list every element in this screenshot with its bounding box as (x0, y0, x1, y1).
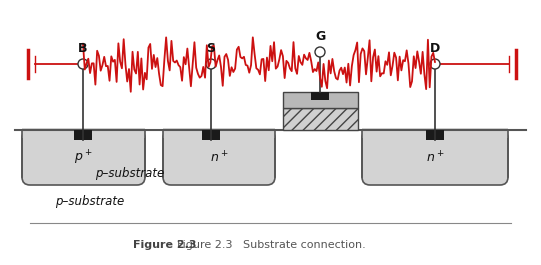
Text: p–substrate: p–substrate (95, 166, 164, 179)
Bar (22, 128, 145, 138)
Text: $n^+$: $n^+$ (210, 150, 228, 165)
Text: S: S (207, 42, 215, 55)
Text: Figure 2.3   Substrate connection.: Figure 2.3 Substrate connection. (176, 240, 365, 250)
FancyBboxPatch shape (362, 130, 508, 185)
Text: G: G (315, 30, 325, 43)
Circle shape (315, 47, 325, 57)
Text: D: D (430, 42, 440, 55)
Text: p–substrate: p–substrate (55, 195, 124, 208)
Circle shape (430, 59, 440, 69)
Text: $n^+$: $n^+$ (426, 150, 444, 165)
Bar (74, 130, 92, 140)
Bar (283, 92, 358, 108)
FancyBboxPatch shape (163, 130, 275, 185)
Circle shape (78, 59, 88, 69)
Bar (362, 128, 508, 138)
Text: $p^+$: $p^+$ (74, 148, 93, 167)
Bar (311, 92, 329, 100)
Circle shape (206, 59, 216, 69)
Bar (283, 108, 358, 130)
Bar (426, 130, 444, 140)
Text: Figure 2.3: Figure 2.3 (133, 240, 197, 250)
Bar (202, 130, 220, 140)
FancyBboxPatch shape (22, 130, 145, 185)
Bar (163, 128, 275, 138)
Text: B: B (78, 42, 88, 55)
